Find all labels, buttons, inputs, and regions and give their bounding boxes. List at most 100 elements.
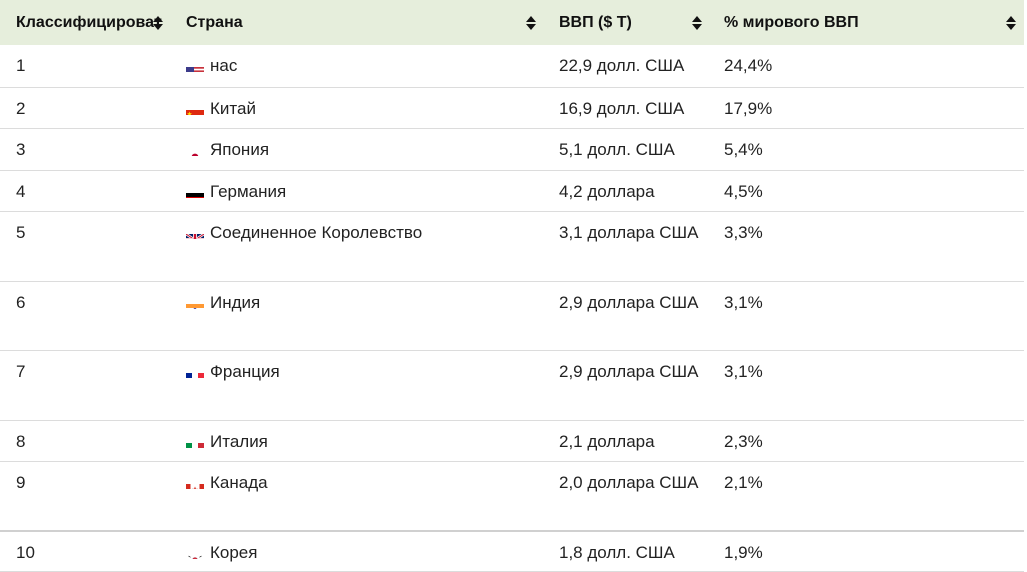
column-header-gdp-label: ВВП ($ Т) <box>559 14 632 31</box>
share-cell: 24,4% <box>719 45 1024 88</box>
gdp-cell: 22,9 долл. США <box>553 45 719 88</box>
jp-flag-icon <box>186 144 204 156</box>
kr-flag-icon <box>186 547 204 559</box>
gdp-cell: 1,8 долл. США <box>553 530 719 572</box>
country-cell: Германия <box>183 170 553 212</box>
rank-value: 9 <box>16 472 26 492</box>
rank-cell: 3 <box>0 128 183 171</box>
rank-value: 10 <box>16 543 35 562</box>
table-row: 4 Германия 4,2 доллара 4,5% <box>0 170 1024 212</box>
country-cell: Индия <box>183 281 553 351</box>
table-row: 6 Индия 2,9 доллара США 3,1% <box>0 281 1024 351</box>
column-header-rank[interactable]: Классифицироват <box>0 0 183 45</box>
country-name: Индия <box>210 292 261 312</box>
gdp-cell: 2,0 доллара США <box>553 461 719 532</box>
gdp-value: 2,1 доллара <box>559 431 655 451</box>
country-name: Италия <box>210 431 268 451</box>
country-name: Корея <box>210 543 258 562</box>
cn-flag-icon <box>186 103 204 115</box>
gdp-cell: 5,1 долл. США <box>553 128 719 171</box>
country-cell: Корея <box>183 530 553 572</box>
share-value: 2,1% <box>724 472 763 492</box>
gb-flag-icon <box>186 227 204 239</box>
table-row: 7 Франция 2,9 доллара США 3,1% <box>0 350 1024 421</box>
it-flag-icon <box>186 436 204 448</box>
gdp-value: 2,9 доллара США <box>559 292 699 312</box>
rank-value: 7 <box>16 361 26 381</box>
country-name: Китай <box>210 98 256 118</box>
rank-value: 4 <box>16 181 26 201</box>
country-name: нас <box>210 56 238 75</box>
rank-value: 3 <box>16 139 26 159</box>
column-header-share-label: % мирового ВВП <box>724 14 859 31</box>
country-cell: Китай <box>183 87 553 129</box>
us-flag-icon <box>186 60 204 72</box>
rank-cell: 5 <box>0 211 183 282</box>
table-row: 10 Корея 1,8 долл. США 1,9% <box>0 530 1024 572</box>
table-row: 9 Канада 2,0 доллара США 2,1% <box>0 461 1024 532</box>
share-value: 17,9% <box>724 98 773 118</box>
country-cell: Япония <box>183 128 553 171</box>
gdp-cell: 2,9 доллара США <box>553 350 719 421</box>
rank-cell: 10 <box>0 530 183 572</box>
gdp-cell: 16,9 долл. США <box>553 87 719 129</box>
gdp-cell: 2,1 доллара <box>553 420 719 462</box>
share-cell: 3,3% <box>719 211 1024 282</box>
table-row: 5 Соединенное Королевство 3,1 доллара США 3… <box>0 211 1024 282</box>
country-name: Соединенное Королевство <box>210 222 423 242</box>
gdp-cell: 2,9 доллара США <box>553 281 719 351</box>
country-cell: Соединенное Королевство <box>183 211 553 282</box>
column-header-country-label: Страна <box>186 14 243 31</box>
share-value: 3,1% <box>724 361 763 381</box>
gdp-cell: 4,2 доллара <box>553 170 719 212</box>
rank-cell: 9 <box>0 461 183 532</box>
share-cell: 2,3% <box>719 420 1024 462</box>
share-cell: 3,1% <box>719 350 1024 421</box>
country-name: Япония <box>210 139 270 159</box>
share-value: 5,4% <box>724 139 763 159</box>
gdp-value: 22,9 долл. США <box>559 56 685 75</box>
sort-icon[interactable] <box>153 16 163 30</box>
rank-value: 8 <box>16 431 26 451</box>
fr-flag-icon <box>186 366 204 378</box>
sort-icon[interactable] <box>1006 16 1016 30</box>
table-row: 3 Япония 5,1 долл. США 5,4% <box>0 128 1024 171</box>
gdp-value: 16,9 долл. США <box>559 98 685 118</box>
country-cell: Канада <box>183 461 553 532</box>
gdp-cell: 3,1 доллара США <box>553 211 719 282</box>
country-cell: нас <box>183 45 553 88</box>
table-row: 2 Китай 16,9 долл. США 17,9% <box>0 87 1024 129</box>
table-row: 8 Италия 2,1 доллара 2,3% <box>0 420 1024 462</box>
country-cell: Италия <box>183 420 553 462</box>
column-header-country[interactable]: Страна <box>183 0 553 45</box>
sort-icon[interactable] <box>526 16 536 30</box>
share-value: 3,1% <box>724 292 763 312</box>
column-header-rank-label: Классифицироват <box>16 14 162 31</box>
gdp-value: 5,1 долл. США <box>559 139 675 159</box>
in-flag-icon <box>186 297 204 309</box>
country-name: Канада <box>210 472 268 492</box>
rank-value: 6 <box>16 292 26 312</box>
share-value: 24,4% <box>724 56 773 75</box>
table-row: 1 нас 22,9 долл. США 24,4% <box>0 45 1024 88</box>
gdp-value: 1,8 долл. США <box>559 543 675 562</box>
country-name: Германия <box>210 181 287 201</box>
column-header-gdp[interactable]: ВВП ($ Т) <box>553 0 719 45</box>
rank-value: 2 <box>16 98 26 118</box>
rank-cell: 6 <box>0 281 183 351</box>
rank-value: 1 <box>16 56 26 75</box>
gdp-value: 3,1 доллара США <box>559 222 699 242</box>
rank-cell: 4 <box>0 170 183 212</box>
country-cell: Франция <box>183 350 553 421</box>
column-header-share[interactable]: % мирового ВВП <box>719 0 1024 45</box>
rank-cell: 1 <box>0 45 183 88</box>
share-cell: 3,1% <box>719 281 1024 351</box>
rank-cell: 8 <box>0 420 183 462</box>
sort-icon[interactable] <box>692 16 702 30</box>
de-flag-icon <box>186 186 204 198</box>
gdp-value: 4,2 доллара <box>559 181 655 201</box>
share-cell: 5,4% <box>719 128 1024 171</box>
share-cell: 2,1% <box>719 461 1024 532</box>
share-cell: 4,5% <box>719 170 1024 212</box>
